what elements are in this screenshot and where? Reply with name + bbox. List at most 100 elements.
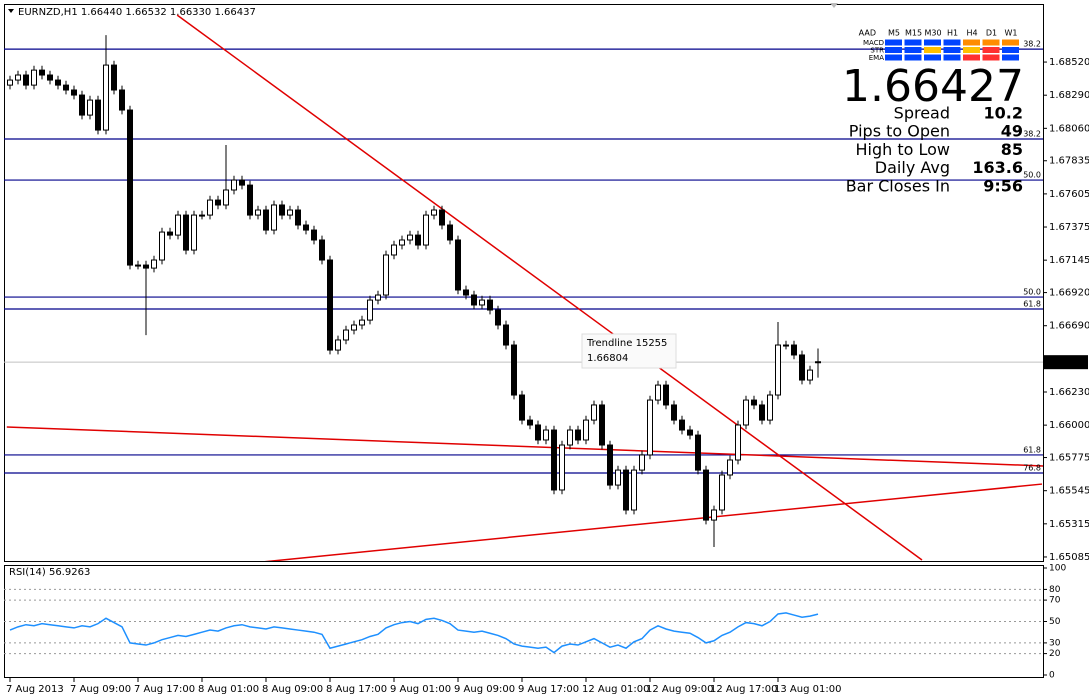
candle-body — [783, 344, 789, 347]
candle-body — [495, 309, 501, 326]
candle-body — [815, 361, 821, 364]
signal-block — [943, 54, 961, 61]
rsi-tick-label: 20 — [1049, 649, 1061, 659]
rsi-label: RSI(14) 56.9263 — [9, 567, 90, 578]
candle-body — [727, 459, 733, 476]
candle-body — [119, 89, 125, 111]
candle-body — [383, 254, 389, 296]
candle-body — [191, 214, 197, 251]
panel-price: 1.66427 — [842, 61, 1024, 112]
x-tick-label: 8 Aug 17:00 — [326, 684, 387, 695]
y-tick-label: 1.65775 — [1049, 453, 1089, 464]
signal-block — [924, 47, 941, 53]
signal-block — [885, 39, 902, 46]
candle-body — [287, 209, 293, 216]
candle-body — [247, 184, 253, 216]
stat-label: High to Low — [855, 140, 950, 159]
price-tag-label: 1.66437 — [1047, 357, 1088, 368]
candle-body — [743, 399, 749, 426]
candle-body — [159, 231, 165, 261]
candle-body — [151, 259, 157, 269]
rsi-tick-label: 50 — [1049, 617, 1061, 627]
panel-header: AAD — [859, 29, 876, 38]
candle-body — [591, 404, 597, 421]
candle-body — [255, 209, 261, 216]
candle-body — [647, 399, 653, 456]
candle-body — [31, 69, 37, 86]
candle-body — [551, 429, 557, 491]
candle-body — [175, 214, 181, 236]
rsi-line — [9, 612, 819, 654]
candle-body — [671, 404, 677, 421]
signal-block — [1002, 54, 1019, 61]
stat-label: Bar Closes In — [846, 176, 950, 195]
stat-label: Pips to Open — [849, 122, 950, 141]
candle-body — [239, 179, 245, 186]
y-tick-label: 1.67835 — [1049, 156, 1089, 167]
x-tick-label: 7 Aug 17:00 — [134, 684, 195, 695]
rsi-area — [4, 588, 1043, 655]
timeframe-label: M5 — [888, 29, 900, 38]
timeframe-label: H1 — [947, 29, 958, 38]
y-tick-label: 1.67145 — [1049, 255, 1089, 266]
candle-body — [607, 444, 613, 486]
indicator-label: EMA — [869, 54, 884, 62]
x-tick-label: 9 Aug 09:00 — [454, 684, 515, 695]
candle-body — [791, 344, 797, 356]
candle-body — [455, 239, 461, 291]
candle-body — [767, 394, 773, 421]
candle-body — [391, 244, 397, 256]
candle-body — [15, 74, 21, 81]
signal-block — [904, 47, 922, 53]
signal-block — [943, 47, 961, 53]
candle-body — [415, 234, 421, 246]
x-tick-label: 8 Aug 09:00 — [262, 684, 323, 695]
y-tick-label: 1.68290 — [1049, 90, 1089, 101]
candle-body — [503, 324, 509, 346]
candle-body — [407, 234, 413, 241]
stat-value: 85 — [1001, 140, 1023, 159]
candle-body — [303, 224, 309, 231]
candle-body — [79, 94, 85, 116]
signal-block — [963, 54, 980, 61]
candle-body — [703, 469, 709, 521]
scroll-marker — [830, 3, 838, 8]
candle-body — [807, 369, 813, 381]
candle-body — [447, 224, 453, 241]
candle-body — [663, 384, 669, 406]
chart-title: EURNZD,H1 1.66440 1.66532 1.66330 1.6643… — [18, 7, 256, 18]
candle-body — [103, 64, 109, 131]
y-tick-label: 1.65545 — [1049, 486, 1089, 497]
signal-block — [982, 39, 1000, 46]
candle-body — [655, 384, 661, 401]
candle-body — [135, 264, 141, 267]
candle-body — [7, 79, 13, 86]
signal-block — [885, 54, 902, 61]
signal-block — [924, 54, 941, 61]
signal-block — [904, 54, 922, 61]
candle-body — [199, 214, 205, 217]
candle-body — [319, 239, 325, 261]
timeframe-label: D1 — [986, 29, 997, 38]
x-tick-label: 7 Aug 2013 — [6, 684, 64, 695]
candle-body — [87, 99, 93, 116]
candle-body — [127, 109, 133, 266]
candle-body — [351, 324, 357, 331]
signal-block — [943, 39, 961, 46]
indicator-label: MACD — [863, 39, 884, 47]
timeframe-label: M30 — [924, 29, 941, 38]
candle-body — [735, 424, 741, 461]
candle-body — [615, 469, 621, 486]
candle-body — [263, 209, 269, 231]
trendline — [176, 14, 923, 561]
candle-body — [207, 199, 213, 216]
menu-arrow[interactable] — [8, 9, 14, 13]
stat-value: 10.2 — [984, 104, 1023, 123]
stat-value: 163.6 — [972, 158, 1023, 177]
candle-body — [759, 404, 765, 421]
candle-body — [527, 419, 533, 426]
x-tick-label: 7 Aug 09:00 — [70, 684, 131, 695]
y-tick-label: 1.65315 — [1049, 519, 1089, 530]
price-area — [4, 14, 1043, 561]
